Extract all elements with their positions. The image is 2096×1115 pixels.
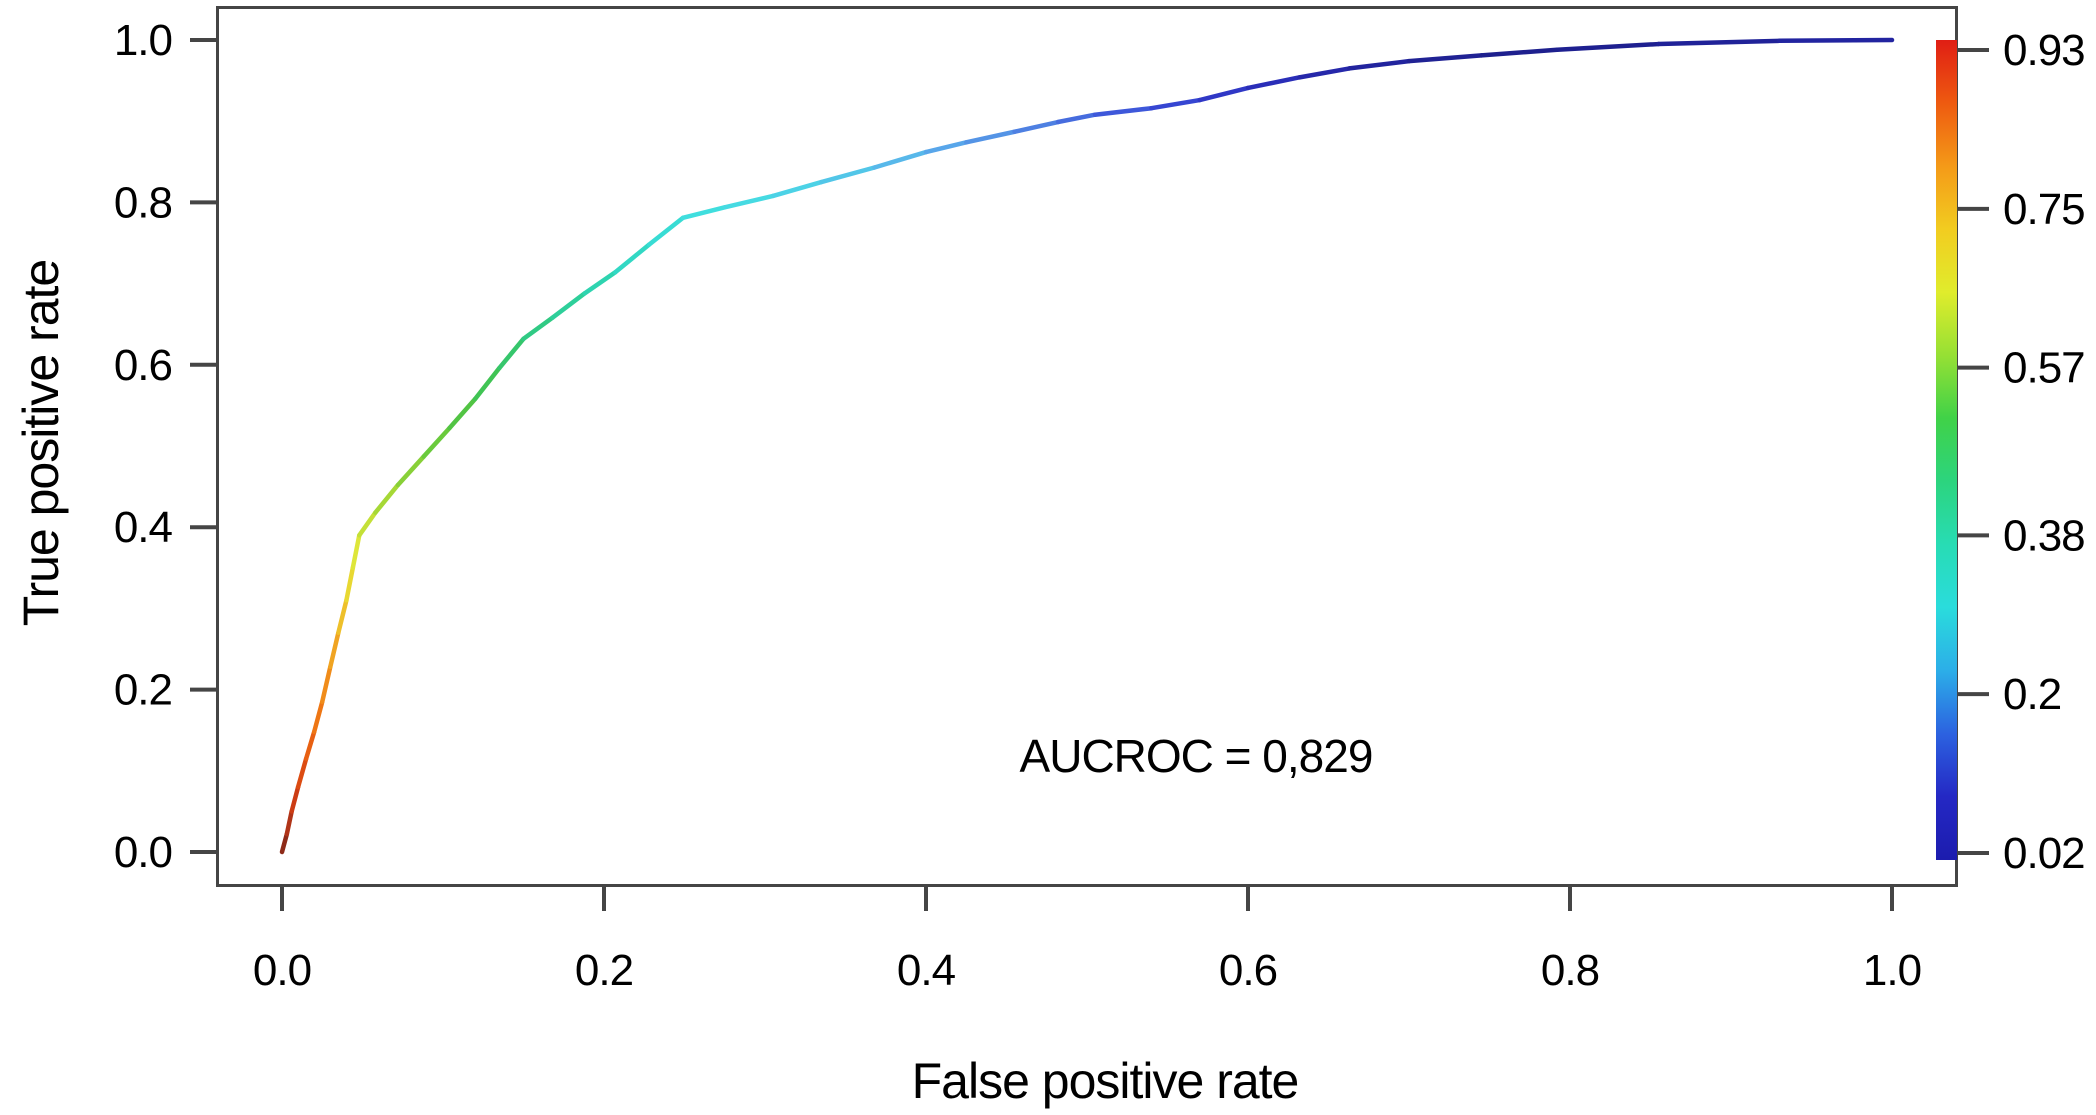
roc-curve-segment — [521, 315, 555, 342]
auc-annotation: AUCROC = 0,829 — [1020, 730, 1373, 782]
roc-curve-segment — [295, 756, 309, 790]
roc-curve-segment — [770, 179, 824, 199]
roc-curve-segment — [1245, 75, 1302, 91]
x-tick-label: 0.2 — [575, 946, 633, 995]
roc-curve-segment — [1554, 41, 1661, 52]
roc-curve-segment — [1012, 119, 1061, 135]
roc-curve-segment — [613, 242, 652, 275]
roc-curve-segment — [1149, 97, 1202, 111]
roc-curve-segment — [284, 809, 294, 837]
roc-curve-segment — [447, 396, 478, 431]
colorbar-tick-label: 0.02 — [2003, 829, 2085, 878]
roc-curve-segment — [320, 664, 333, 705]
colorbar-tick-label: 0.75 — [2003, 185, 2085, 234]
x-tick-label: 0.6 — [1219, 946, 1277, 995]
roc-curve-segment — [395, 454, 426, 488]
roc-curve-segment — [680, 205, 727, 221]
roc-curve-segment — [344, 565, 356, 603]
colorbar-strip — [1936, 40, 1957, 860]
y-tick-label: 0.2 — [114, 666, 172, 715]
y-tick-label: 1.0 — [114, 16, 172, 65]
roc-curve-segment — [964, 129, 1017, 145]
roc-curve-segment — [582, 269, 618, 296]
roc-curve-segment — [357, 510, 378, 538]
y-tick-label: 0.4 — [114, 503, 173, 552]
roc-curve-segment — [1197, 85, 1251, 103]
roc-curve-segment — [1479, 47, 1560, 58]
colorbar-legend: 0.93 0.75 0.57 0.38 0.2 0.02 — [1936, 26, 2086, 878]
roc-curve-segment — [1406, 53, 1484, 64]
roc-curve-segment — [279, 831, 290, 855]
roc-curve-segment — [497, 336, 526, 371]
roc-curve-segment — [923, 140, 969, 155]
y-tick-label: 0.0 — [114, 828, 172, 877]
y-tick-label: 0.8 — [114, 178, 172, 227]
x-axis-title: False positive rate — [912, 1053, 1299, 1109]
roc-curve-segment — [1347, 58, 1412, 71]
roc-curve — [279, 37, 1895, 855]
roc-curve-segment — [1055, 112, 1098, 125]
colorbar-tick-label: 0.38 — [2003, 511, 2085, 560]
y-axis-ticks: 0.0 0.2 0.4 0.6 0.8 1.0 — [114, 16, 216, 877]
colorbar-tick-label: 0.2 — [2003, 670, 2061, 719]
colorbar-tick-label: 0.93 — [2003, 26, 2085, 75]
roc-curve-segment — [722, 193, 776, 210]
roc-curve-segment — [1092, 105, 1154, 117]
roc-curve-segment — [336, 598, 349, 636]
x-axis-ticks: 0.0 0.2 0.4 0.6 0.8 1.0 — [253, 887, 1922, 995]
roc-curve-segment — [472, 365, 502, 402]
colorbar-tick-label: 0.57 — [2003, 344, 2085, 393]
roc-curve-segment — [646, 215, 686, 247]
x-tick-label: 1.0 — [1863, 946, 1921, 995]
roc-curve-segment — [373, 482, 401, 515]
roc-curve-segment — [328, 630, 341, 670]
x-tick-label: 0.4 — [897, 946, 956, 995]
roc-curve-segment — [872, 149, 929, 170]
roc-curve-segment — [1297, 66, 1352, 80]
roc-curve-segment — [550, 291, 587, 320]
x-tick-label: 0.8 — [1541, 946, 1599, 995]
y-axis-title: True positive rate — [13, 260, 69, 626]
x-tick-label: 0.0 — [253, 946, 311, 995]
roc-curve-segment — [1656, 38, 1782, 47]
roc-curve-segment — [819, 165, 877, 185]
roc-curve-segment — [289, 784, 301, 814]
roc-curve-segment — [311, 699, 325, 735]
y-tick-label: 0.6 — [114, 341, 172, 390]
roc-curve-segment — [303, 729, 317, 761]
roc-curve-segment — [421, 425, 452, 459]
roc-curve-segment — [350, 533, 362, 571]
roc-curve-segment — [1777, 37, 1895, 44]
